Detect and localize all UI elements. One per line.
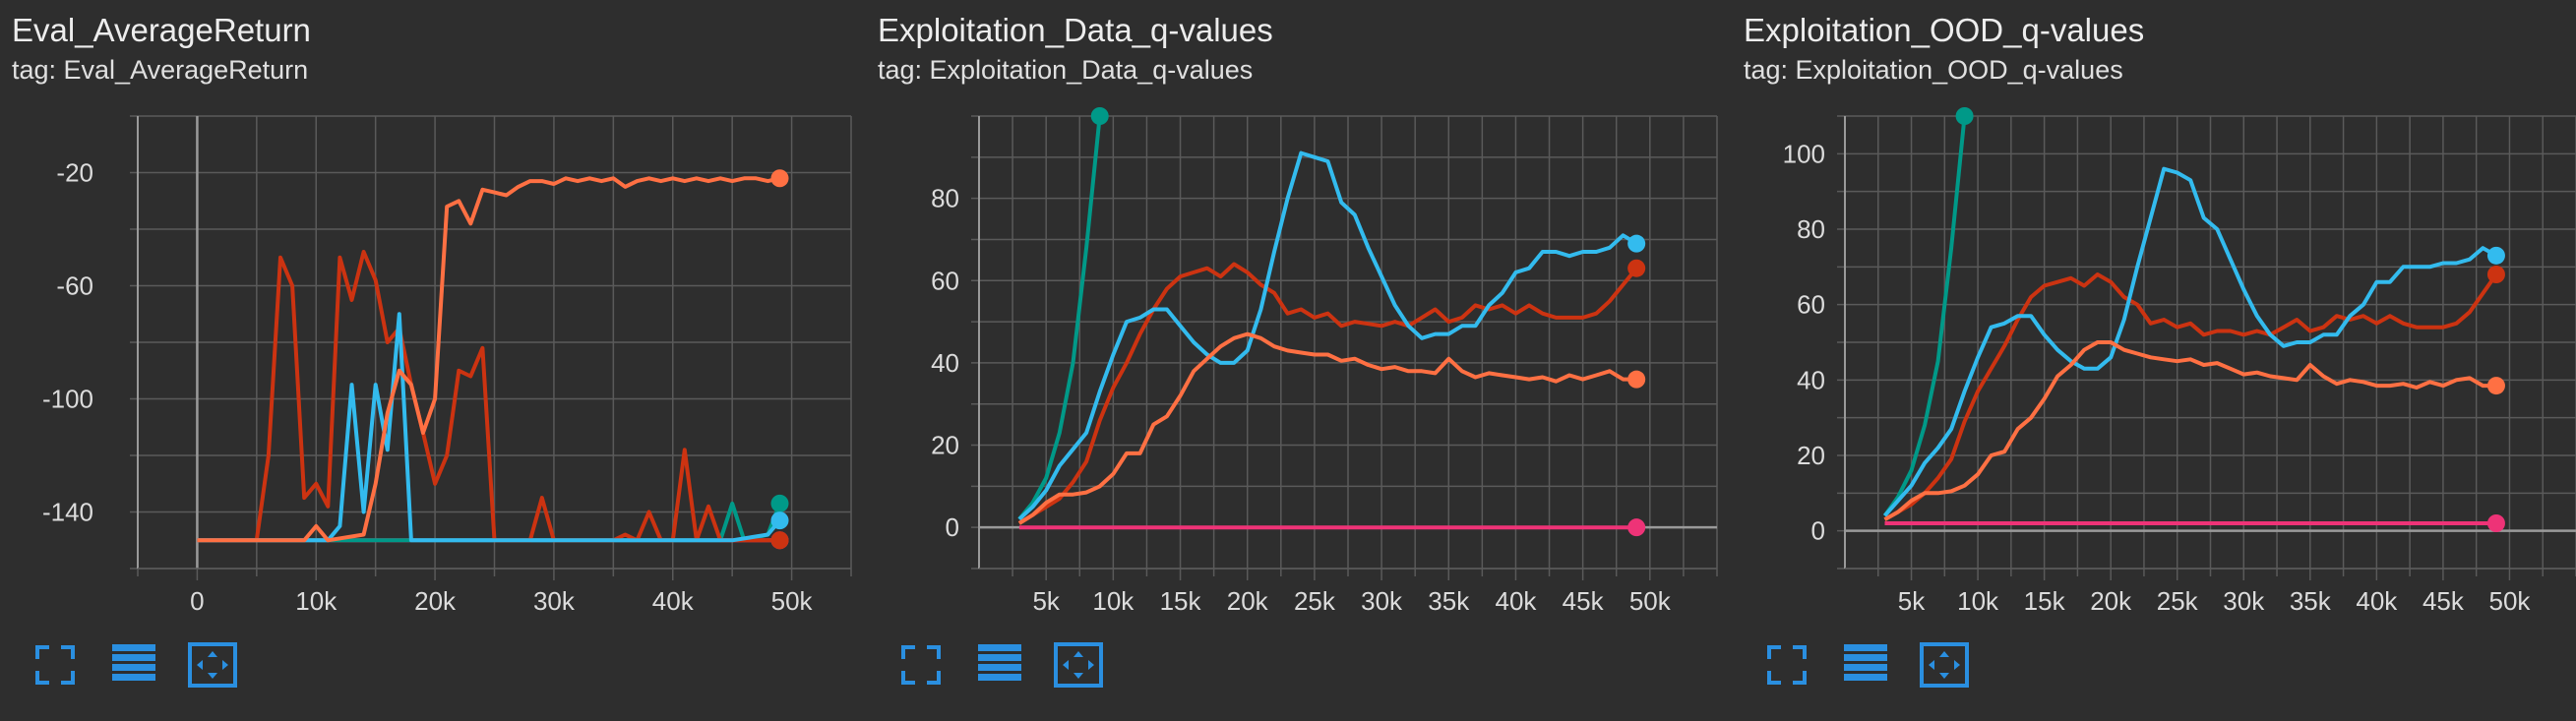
y-tick-label: -100	[42, 385, 93, 414]
chart-tag: tag: Eval_AverageReturn	[12, 55, 309, 85]
fullscreen-button[interactable]	[895, 639, 947, 691]
fullscreen-icon	[901, 645, 941, 685]
x-tick-label: 20k	[1227, 586, 1269, 616]
y-tick-label: -60	[56, 271, 93, 301]
x-tick-label: 15k	[1160, 586, 1202, 616]
x-tick-label: 45k	[2423, 586, 2465, 616]
series-line	[197, 312, 782, 543]
y-tick-label: -140	[42, 498, 93, 527]
x-tick-label: 30k	[1361, 586, 1403, 616]
fullscreen-icon	[35, 645, 75, 685]
chart-card-exploitation-ood-q-values: Exploitation_OOD_q-values tag: Exploitat…	[1732, 0, 2576, 721]
fit-domain-button[interactable]	[1053, 639, 1104, 691]
x-tick-label: 15k	[2024, 586, 2066, 616]
series-end-marker	[770, 511, 789, 530]
series-line	[197, 250, 780, 543]
y-tick-label: 80	[1797, 214, 1825, 244]
series-line	[1882, 116, 1967, 517]
data-table-icon	[1844, 644, 1887, 681]
series-line	[1883, 340, 2496, 521]
series-line	[1017, 262, 1638, 525]
x-tick-label: 20k	[2090, 586, 2132, 616]
chart-card-exploitation-data-q-values: Exploitation_Data_q-values tag: Exploita…	[866, 0, 1732, 721]
chart-tag: tag: Exploitation_Data_q-values	[878, 55, 1254, 85]
line-chart-eval-average-return[interactable]: 0 10k 20k 30k 40k 50k -140 -100 -60 -20	[0, 0, 866, 630]
x-tick-label: 20k	[414, 586, 457, 616]
x-tick-label: 10k	[295, 586, 337, 616]
series-end-marker	[2486, 246, 2505, 265]
y-tick-label: 80	[931, 184, 959, 213]
series-end-marker	[1955, 107, 1974, 125]
series-end-marker	[2486, 377, 2505, 395]
y-tick-label: 60	[931, 266, 959, 295]
series-end-marker	[770, 494, 789, 512]
fullscreen-icon	[1767, 645, 1807, 685]
x-tick-label: 30k	[533, 586, 576, 616]
line-chart-exploitation-ood-q-values[interactable]: 5k 10k 15k 20k 25k 30k 35k 40k 45k 50k 0 20 40 60 80 10…	[1732, 0, 2576, 630]
fit-domain-icon	[1920, 642, 1969, 688]
series-end-marker	[770, 531, 789, 550]
series-end-marker	[2486, 514, 2505, 532]
fit-domain-button[interactable]	[187, 639, 238, 691]
fit-domain-button[interactable]	[1919, 639, 1970, 691]
series-end-marker	[1627, 234, 1646, 253]
y-tick-label: 0	[1811, 516, 1825, 546]
x-tick-label: 50k	[1629, 586, 1672, 616]
series-end-marker	[1627, 370, 1646, 389]
y-tick-label: 40	[931, 348, 959, 378]
x-tick-label: 50k	[771, 586, 814, 616]
fit-domain-icon	[1054, 642, 1103, 688]
x-tick-label: 5k	[1898, 586, 1926, 616]
y-tick-label: -20	[56, 158, 93, 188]
x-tick-label: 25k	[2157, 586, 2199, 616]
x-tick-label: 35k	[2290, 586, 2332, 616]
data-table-button[interactable]	[974, 639, 1025, 691]
y-tick-label: 100	[1783, 139, 1825, 168]
x-tick-label: 40k	[1495, 586, 1537, 616]
chart-tag: tag: Exploitation_OOD_q-values	[1744, 55, 2123, 85]
series-line	[1017, 331, 1637, 525]
line-chart-exploitation-data-q-values[interactable]: 5k 10k 15k 20k 25k 30k 35k 40k 45k 50k 0 20 40 60 80	[866, 0, 1732, 630]
x-tick-label: 30k	[2223, 586, 2265, 616]
x-tick-label: 40k	[2356, 586, 2398, 616]
series-end-marker	[1627, 259, 1646, 277]
data-table-button[interactable]	[108, 639, 159, 691]
series-end-marker	[1627, 518, 1646, 537]
series-end-marker	[770, 169, 789, 188]
y-tick-label: 60	[1797, 290, 1825, 320]
y-tick-label: 40	[1797, 365, 1825, 394]
chart-title: Exploitation_OOD_q-values	[1744, 12, 2145, 48]
chart-title: Exploitation_Data_q-values	[878, 12, 1273, 48]
fullscreen-button[interactable]	[1761, 639, 1812, 691]
x-tick-label: 40k	[652, 586, 695, 616]
chart-title: Eval_AverageReturn	[12, 12, 311, 48]
series-end-marker	[2486, 266, 2505, 283]
x-tick-label: 5k	[1032, 586, 1060, 616]
series-line	[1883, 272, 2498, 521]
series-line	[1883, 166, 2497, 517]
series-line	[197, 176, 780, 543]
x-tick-label: 45k	[1563, 586, 1605, 616]
fit-domain-icon	[188, 642, 237, 688]
data-table-button[interactable]	[1840, 639, 1891, 691]
data-table-icon	[978, 644, 1021, 681]
x-tick-label: 50k	[2488, 586, 2531, 616]
x-tick-label: 35k	[1428, 586, 1470, 616]
x-tick-label: 25k	[1294, 586, 1336, 616]
series-end-marker	[1090, 107, 1109, 125]
x-tick-label: 10k	[1092, 586, 1135, 616]
chart-card-eval-average-return: Eval_AverageReturn tag: Eval_AverageRetu…	[0, 0, 866, 721]
y-tick-label: 20	[931, 431, 959, 460]
series-line	[1017, 116, 1102, 521]
y-tick-label: 20	[1797, 441, 1825, 470]
series-line	[1017, 150, 1638, 521]
data-table-icon	[112, 644, 155, 681]
y-tick-label: 0	[946, 512, 959, 542]
x-tick-label: 0	[190, 586, 204, 616]
x-tick-label: 10k	[1957, 586, 1999, 616]
fullscreen-button[interactable]	[30, 639, 81, 691]
